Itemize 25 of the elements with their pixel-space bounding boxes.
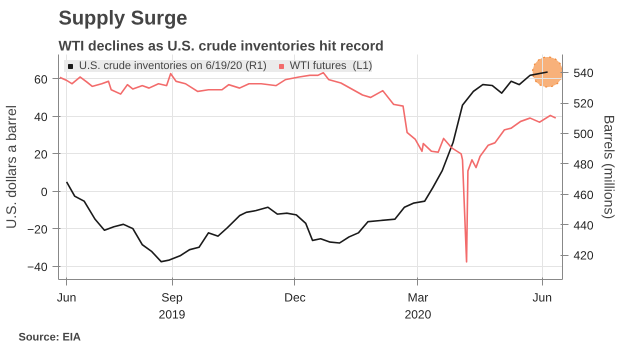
legend-label: U.S. crude inventories on 6/19/20 (R1) (79, 60, 267, 72)
y-axis-title: U.S. dollars a barrel (3, 105, 20, 229)
y2-tick-label: 460 (574, 188, 594, 202)
y-tick-label: 20 (34, 147, 48, 162)
y2-tick-label: 480 (574, 157, 594, 172)
y2-tick-label: 540 (574, 66, 594, 80)
x-tick-label: Jun (532, 290, 552, 304)
y-tick-label: 0 (40, 184, 48, 199)
y2-tick-label: 500 (574, 127, 594, 142)
y-tick-label: −20 (27, 222, 48, 236)
x-tick-label: Mar 2020 (404, 290, 432, 322)
y-tick-label: −40 (27, 260, 48, 274)
y-tick-label: 40 (34, 110, 48, 124)
y2-tick-label: 440 (574, 218, 594, 232)
chart-title: Supply Surge (58, 8, 188, 30)
y-tick-label: 60 (34, 72, 48, 86)
legend-label: WTI futures (L1) (290, 60, 372, 72)
source-note: Source: EIA (18, 332, 81, 344)
y2-tick-label: 520 (574, 96, 594, 111)
chart-subtitle: WTI declines as U.S. crude inventories hit record (58, 38, 384, 54)
y2-tick-label: 420 (574, 248, 594, 263)
x-tick-label: Sep 2019 (158, 290, 186, 322)
x-tick-label: Jun (56, 290, 76, 304)
y2-axis-title: Barrels (millions) (602, 114, 618, 220)
x-tick-label: Dec (284, 290, 306, 304)
